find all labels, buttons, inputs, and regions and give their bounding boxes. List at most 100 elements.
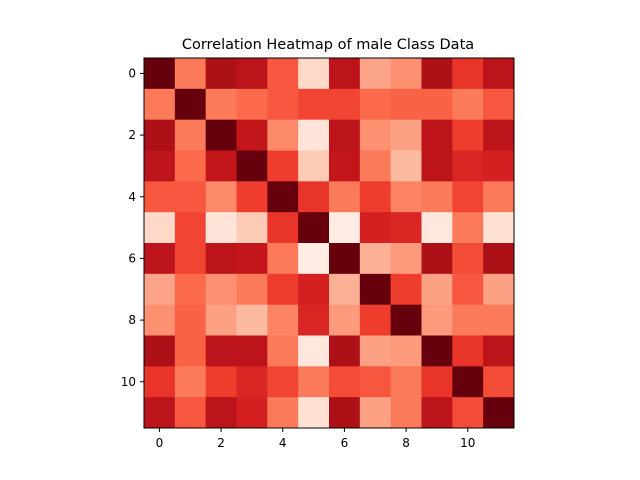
heatmap-cell-4-10 — [452, 181, 484, 213]
heatmap-cell-7-5 — [298, 273, 330, 306]
heatmap-cell-7-2 — [205, 273, 237, 306]
heatmap-cell-2-8 — [390, 119, 422, 151]
heatmap-cell-3-2 — [205, 150, 237, 182]
heatmap-cell-8-2 — [205, 304, 237, 336]
heatmap-cell-0-11 — [483, 58, 515, 90]
heatmap-cell-10-10 — [452, 366, 484, 398]
heatmap-cell-11-0 — [144, 397, 176, 429]
x-tick-label: 0 — [156, 436, 164, 450]
y-tick-label: 10 — [121, 375, 136, 389]
y-tick-label: 4 — [128, 190, 136, 204]
heatmap-cell-5-4 — [267, 212, 299, 244]
heatmap-cell-5-6 — [329, 212, 361, 244]
heatmap-cell-10-6 — [329, 366, 361, 398]
heatmap-cell-2-11 — [483, 119, 515, 151]
heatmap-cell-8-1 — [174, 304, 207, 336]
y-tick-label: 0 — [128, 66, 136, 80]
heatmap-cell-8-10 — [452, 304, 484, 336]
heatmap-cell-1-8 — [390, 88, 422, 121]
heatmap-cell-6-7 — [359, 243, 392, 275]
heatmap-cell-5-5 — [298, 212, 330, 244]
heatmap-cell-0-0 — [144, 58, 176, 90]
heatmap-cell-2-4 — [267, 119, 299, 151]
heatmap-cell-8-8 — [390, 304, 422, 336]
heatmap-cell-2-1 — [174, 119, 207, 151]
y-tick-label: 8 — [128, 313, 136, 327]
heatmap-cell-5-10 — [452, 212, 484, 244]
heatmap-cell-0-1 — [174, 58, 207, 90]
plot-frame — [143, 57, 515, 429]
heatmap-cell-10-1 — [174, 366, 207, 398]
heatmap-cell-3-7 — [359, 150, 392, 182]
x-tick-label: 6 — [341, 436, 349, 450]
heatmap-cell-2-5 — [298, 119, 330, 151]
heatmap-cell-10-0 — [144, 366, 176, 398]
heatmap-cell-4-6 — [329, 181, 361, 213]
heatmap-cell-3-3 — [236, 150, 268, 182]
heatmap-cell-2-2 — [205, 119, 237, 151]
heatmap-cell-5-3 — [236, 212, 268, 244]
heatmap-cell-10-11 — [483, 366, 515, 398]
heatmap-cell-7-8 — [390, 273, 422, 306]
heatmap-cell-11-7 — [359, 397, 392, 429]
heatmap-cell-9-4 — [267, 335, 299, 367]
heatmap-cell-7-11 — [483, 273, 515, 306]
heatmap-cell-3-9 — [421, 150, 453, 182]
y-tick-label: 2 — [128, 128, 136, 142]
heatmap-cell-1-3 — [236, 88, 268, 121]
heatmap-cell-11-2 — [205, 397, 237, 429]
y-axis: 0 2 4 6 8 10 — [121, 66, 144, 389]
heatmap-cell-1-5 — [298, 88, 330, 121]
heatmap-cell-7-3 — [236, 273, 268, 306]
heatmap-cell-5-0 — [144, 212, 176, 244]
heatmap-cell-3-5 — [298, 150, 330, 182]
heatmap-cell-3-0 — [144, 150, 176, 182]
heatmap-cell-10-8 — [390, 366, 422, 398]
heatmap-cell-11-11 — [483, 397, 515, 429]
heatmap-cell-6-10 — [452, 243, 484, 275]
heatmap-cell-4-3 — [236, 181, 268, 213]
heatmap-cell-11-5 — [298, 397, 330, 429]
heatmap-cell-1-0 — [144, 88, 176, 121]
heatmap-cell-10-3 — [236, 366, 268, 398]
heatmap-cell-9-7 — [359, 335, 392, 367]
heatmap-cells — [144, 58, 515, 429]
heatmap-cell-9-10 — [452, 335, 484, 367]
heatmap-cell-0-8 — [390, 58, 422, 90]
heatmap-cell-4-11 — [483, 181, 515, 213]
heatmap-cell-0-7 — [359, 58, 392, 90]
heatmap-cell-9-1 — [174, 335, 207, 367]
heatmap-cell-8-0 — [144, 304, 176, 336]
heatmap-cell-1-11 — [483, 88, 515, 121]
heatmap-cell-1-2 — [205, 88, 237, 121]
heatmap-cell-1-7 — [359, 88, 392, 121]
heatmap-cell-7-6 — [329, 273, 361, 306]
heatmap-cell-4-4 — [267, 181, 299, 213]
heatmap-cell-0-10 — [452, 58, 484, 90]
heatmap-cell-8-4 — [267, 304, 299, 336]
heatmap-cell-1-10 — [452, 88, 484, 121]
heatmap-cell-6-11 — [483, 243, 515, 275]
heatmap-cell-2-6 — [329, 119, 361, 151]
heatmap-cell-11-9 — [421, 397, 453, 429]
x-tick-label: 10 — [460, 436, 475, 450]
heatmap-cell-8-7 — [359, 304, 392, 336]
heatmap-cell-10-9 — [421, 366, 453, 398]
heatmap-cell-1-9 — [421, 88, 453, 121]
heatmap-cell-4-0 — [144, 181, 176, 213]
heatmap-cell-2-7 — [359, 119, 392, 151]
heatmap-cell-5-8 — [390, 212, 422, 244]
heatmap-cell-1-4 — [267, 88, 299, 121]
heatmap-cell-7-4 — [267, 273, 299, 306]
heatmap-cell-7-0 — [144, 273, 176, 306]
heatmap-cell-0-2 — [205, 58, 237, 90]
heatmap-cell-6-2 — [205, 243, 237, 275]
heatmap-cell-10-7 — [359, 366, 392, 398]
heatmap-cell-10-2 — [205, 366, 237, 398]
x-tick-label: 2 — [217, 436, 225, 450]
heatmap-cell-9-0 — [144, 335, 176, 367]
heatmap-cell-3-4 — [267, 150, 299, 182]
heatmap-cell-4-9 — [421, 181, 453, 213]
heatmap-cell-2-10 — [452, 119, 484, 151]
